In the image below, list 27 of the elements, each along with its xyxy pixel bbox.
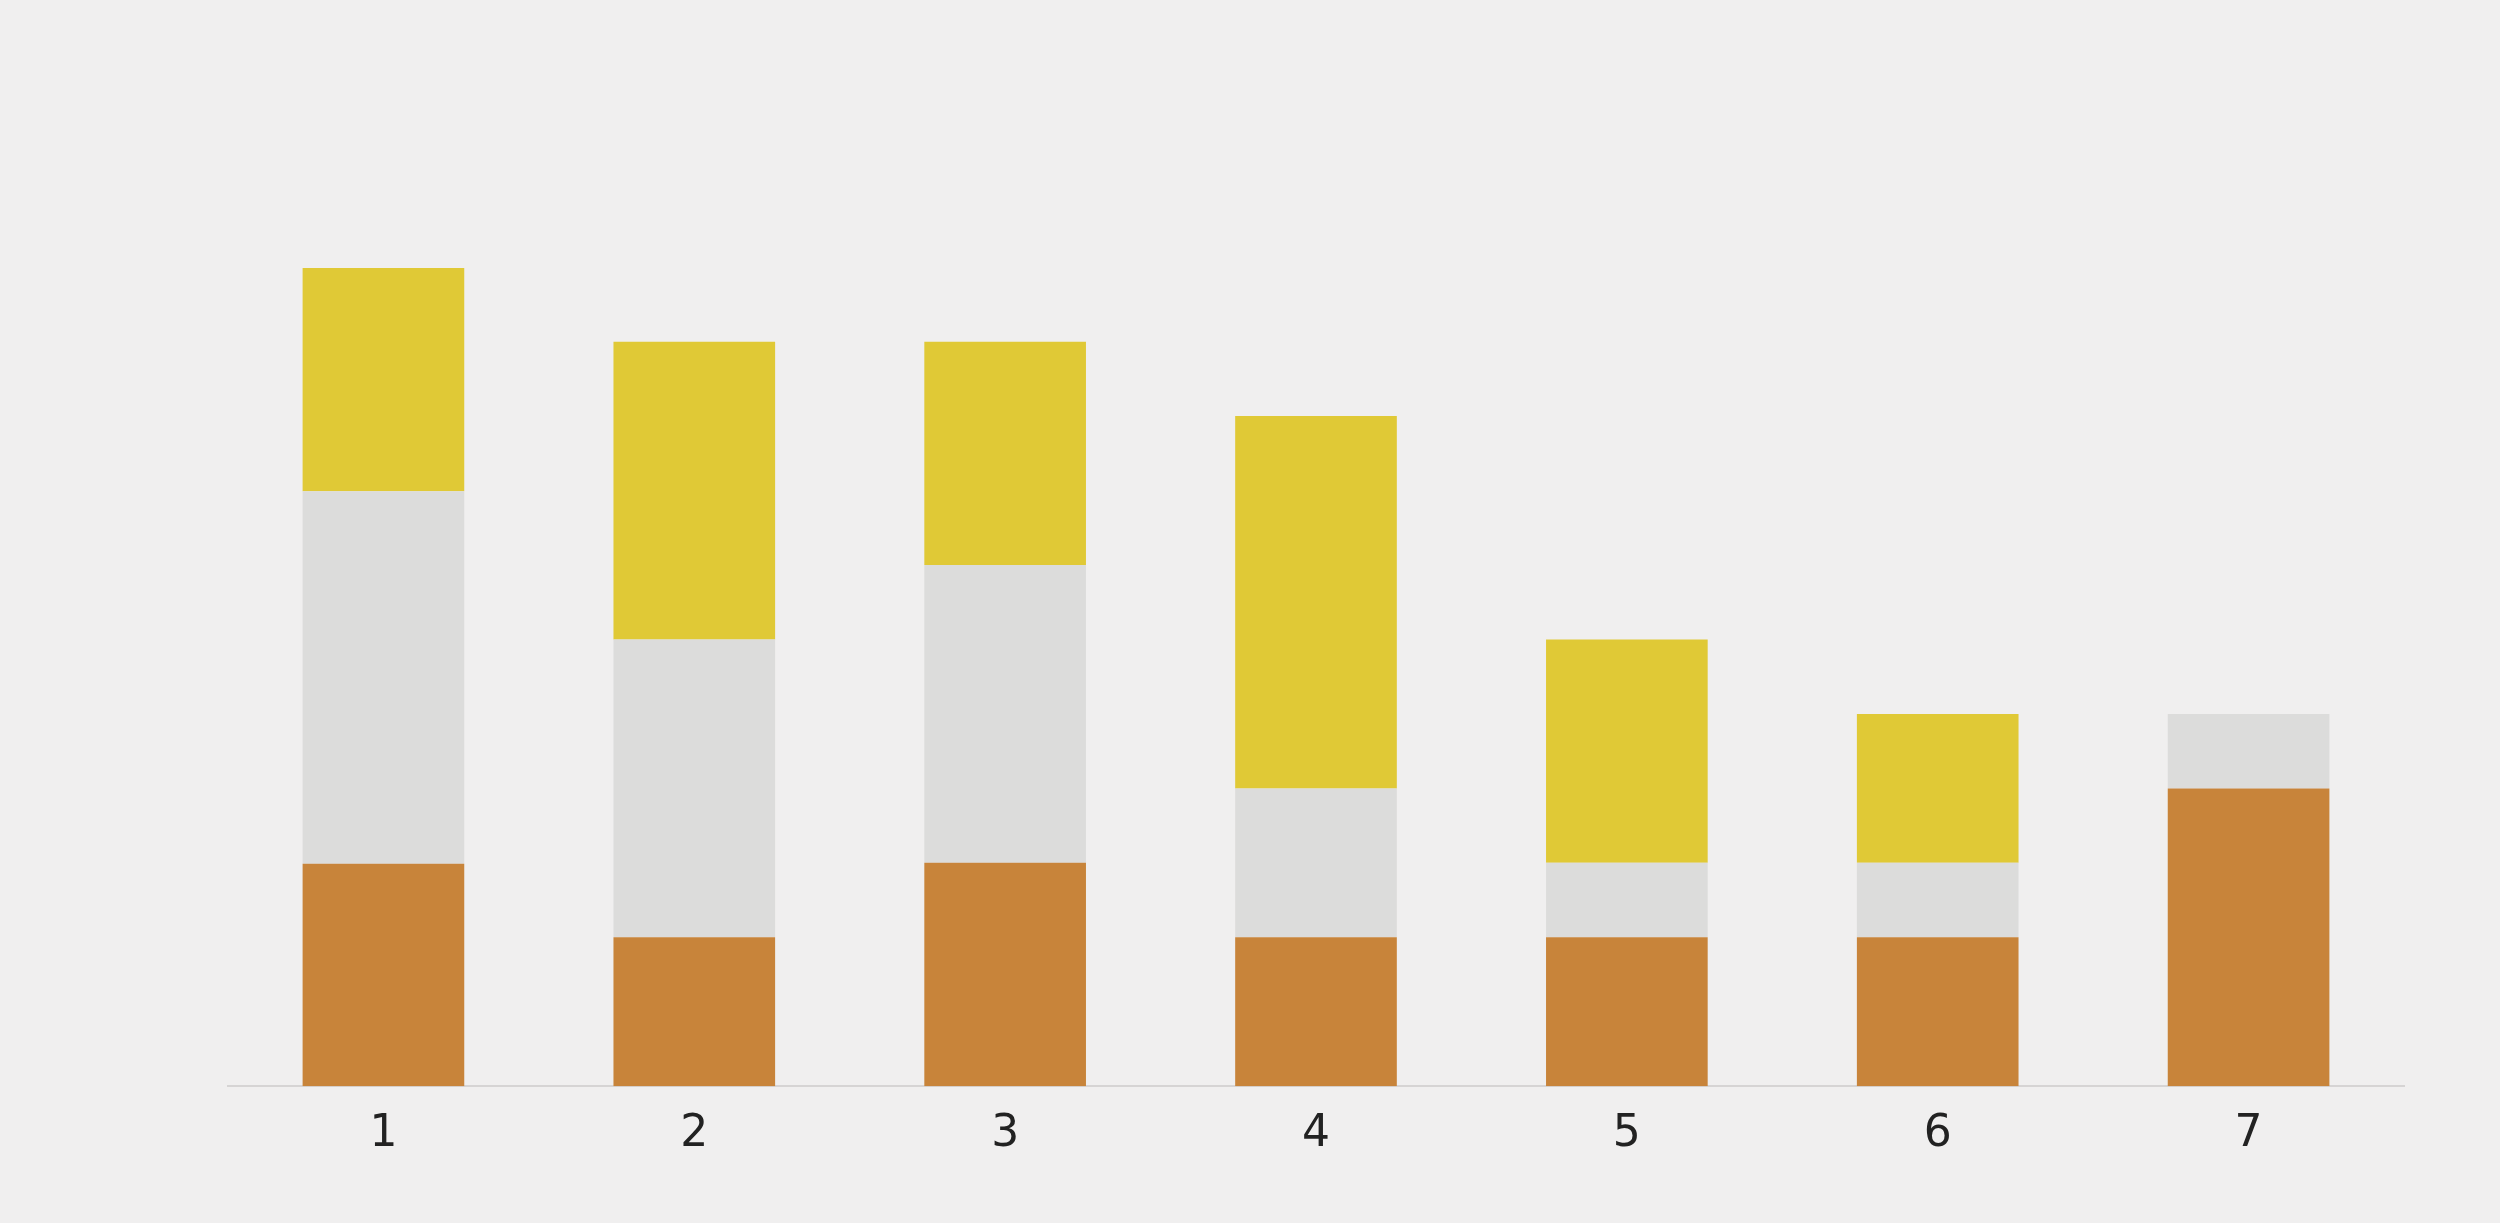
bar xyxy=(1235,788,1397,938)
bar xyxy=(613,341,776,640)
x-tick-label: 4 xyxy=(1302,1105,1330,1157)
x-tick-label: 2 xyxy=(680,1105,709,1157)
x-tick-label: 3 xyxy=(991,1105,1020,1157)
bar xyxy=(1546,862,1708,938)
bar xyxy=(2167,713,2330,789)
bar xyxy=(302,863,465,1087)
bar xyxy=(2167,788,2330,1087)
x-tick-label: 5 xyxy=(1612,1105,1641,1157)
bar xyxy=(302,491,465,864)
x-tick-label: 6 xyxy=(1923,1105,1952,1157)
x-tick-label: 1 xyxy=(369,1105,398,1157)
bar xyxy=(1546,937,1708,1087)
bar xyxy=(1546,639,1708,863)
bar xyxy=(1856,937,2019,1087)
bar xyxy=(924,341,1086,566)
bar xyxy=(302,268,465,492)
bar xyxy=(924,862,1086,1087)
x-tick-label: 7 xyxy=(2234,1105,2263,1157)
bar xyxy=(1856,713,2019,863)
bar xyxy=(613,937,776,1087)
bar xyxy=(924,565,1086,863)
bar xyxy=(1235,937,1397,1087)
bar xyxy=(1235,416,1397,789)
bar xyxy=(1856,862,2019,938)
bar xyxy=(613,639,776,938)
